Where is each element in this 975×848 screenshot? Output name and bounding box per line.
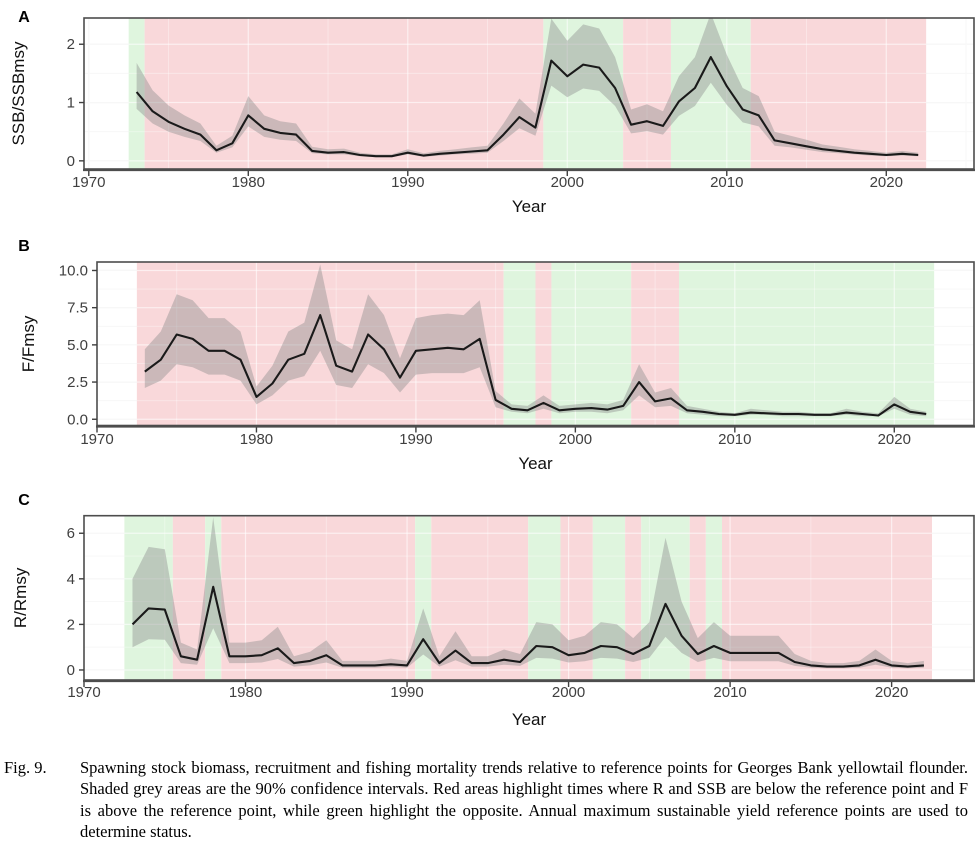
panel-b-axes: 1970 1980 1990 2000 2010 2020 0.0 2.5 5.0 7.5 10.0 — [59, 262, 911, 448]
status-band-green — [679, 262, 935, 426]
panel-b-x-axis-title: Year — [518, 454, 553, 473]
panel-b-status-bands — [136, 262, 935, 426]
status-band-green — [551, 262, 632, 426]
panel-c-x-axis-title: Year — [512, 710, 547, 729]
status-band-red — [689, 515, 706, 680]
x-tick-label: 2010 — [710, 174, 743, 191]
x-tick-label: 1970 — [80, 431, 113, 448]
status-band-green — [503, 262, 536, 426]
x-tick-label: 1970 — [67, 684, 100, 701]
y-tick-label: 2 — [67, 616, 75, 633]
status-band-red — [172, 515, 206, 680]
x-tick-label: 2020 — [870, 174, 903, 191]
y-tick-label: 7.5 — [67, 300, 88, 317]
x-tick-label: 1980 — [229, 684, 262, 701]
panel-b: 1970 1980 1990 2000 2010 2020 0.0 2.5 5.0 7.5 10.0… — [18, 238, 975, 473]
y-tick-label: 1 — [67, 95, 75, 112]
x-tick-label: 2000 — [551, 174, 584, 191]
panel-a-grid-over — [84, 18, 974, 169]
x-tick-label: 1980 — [240, 431, 273, 448]
y-tick-label: 4 — [67, 571, 75, 588]
panel-a: 1970 1980 1990 2000 2010 2020 0 1 2 SSB/SSBmsy Yea… — [9, 9, 975, 216]
status-band-green — [543, 18, 624, 169]
panel-a-y-axis-title: SSB/SSBmsy — [9, 41, 28, 145]
status-band-red — [431, 515, 529, 680]
panel-b-letter: B — [18, 238, 30, 255]
status-band-green — [705, 515, 723, 680]
status-band-red — [625, 515, 642, 680]
status-band-green — [205, 515, 222, 680]
status-band-green — [670, 18, 751, 169]
panel-c-confidence-ribbon — [132, 517, 924, 669]
figure-caption: Fig. 9. Spawning stock biomass, recruitm… — [0, 757, 975, 842]
x-tick-label: 2010 — [713, 684, 746, 701]
status-band-red — [221, 515, 416, 680]
status-band-green — [528, 515, 561, 680]
x-tick-label: 2020 — [878, 431, 911, 448]
status-band-green — [415, 515, 432, 680]
panel-c-axes: 1970 1980 1990 2000 2010 2020 0 2 4 6 — [67, 525, 909, 701]
panel-b-y-axis-title: F/Fmsy — [19, 315, 38, 372]
y-tick-label: 10.0 — [59, 262, 88, 279]
status-band-red — [750, 18, 927, 169]
panel-c-trend-line — [131, 585, 924, 668]
y-tick-label: 6 — [67, 525, 75, 542]
y-tick-label: 2 — [67, 36, 75, 53]
panel-b-trend-line — [144, 314, 927, 417]
y-tick-label: 5.0 — [67, 337, 88, 354]
caption-body: Spawning stock biomass, recruitment and … — [80, 758, 968, 841]
panel-b-confidence-ribbon — [144, 264, 927, 417]
status-band-green — [592, 515, 626, 680]
x-tick-label: 1990 — [399, 431, 432, 448]
x-tick-label: 2010 — [718, 431, 751, 448]
x-tick-label: 1990 — [390, 684, 423, 701]
y-tick-label: 2.5 — [67, 374, 88, 391]
status-band-green — [124, 515, 173, 680]
panel-a-letter: A — [18, 9, 30, 26]
status-band-red — [623, 18, 671, 169]
panel-c-grid-over — [83, 515, 974, 680]
x-tick-label: 1970 — [72, 174, 105, 191]
y-tick-label: 0 — [67, 662, 75, 679]
x-tick-label: 1980 — [232, 174, 265, 191]
panel-a-confidence-ribbon — [136, 18, 919, 158]
y-tick-label: 0.0 — [67, 411, 88, 428]
figure-chart: 1970 1980 1990 2000 2010 2020 0 1 2 SSB/SSBmsy Yea… — [9, 9, 975, 729]
panel-a-status-bands — [128, 18, 927, 169]
x-tick-label: 2000 — [559, 431, 592, 448]
panel-a-trend-line — [135, 56, 919, 158]
status-band-red — [535, 262, 552, 426]
panel-a-x-axis-title: Year — [512, 197, 547, 216]
x-tick-label: 1990 — [391, 174, 424, 191]
x-tick-label: 2020 — [875, 684, 908, 701]
panel-c-y-axis-title: R/Rmsy — [11, 567, 30, 628]
y-tick-label: 0 — [67, 153, 75, 170]
caption-label: Fig. 9. — [4, 758, 47, 777]
x-tick-label: 2000 — [552, 684, 585, 701]
panel-c-letter: C — [18, 492, 30, 509]
status-band-green — [641, 515, 690, 680]
panel-c: 1970 1980 1990 2000 2010 2020 0 2 4 6 R/Rmsy Year C — [11, 492, 975, 729]
panel-a-axes: 1970 1980 1990 2000 2010 2020 0 1 2 — [67, 36, 903, 191]
